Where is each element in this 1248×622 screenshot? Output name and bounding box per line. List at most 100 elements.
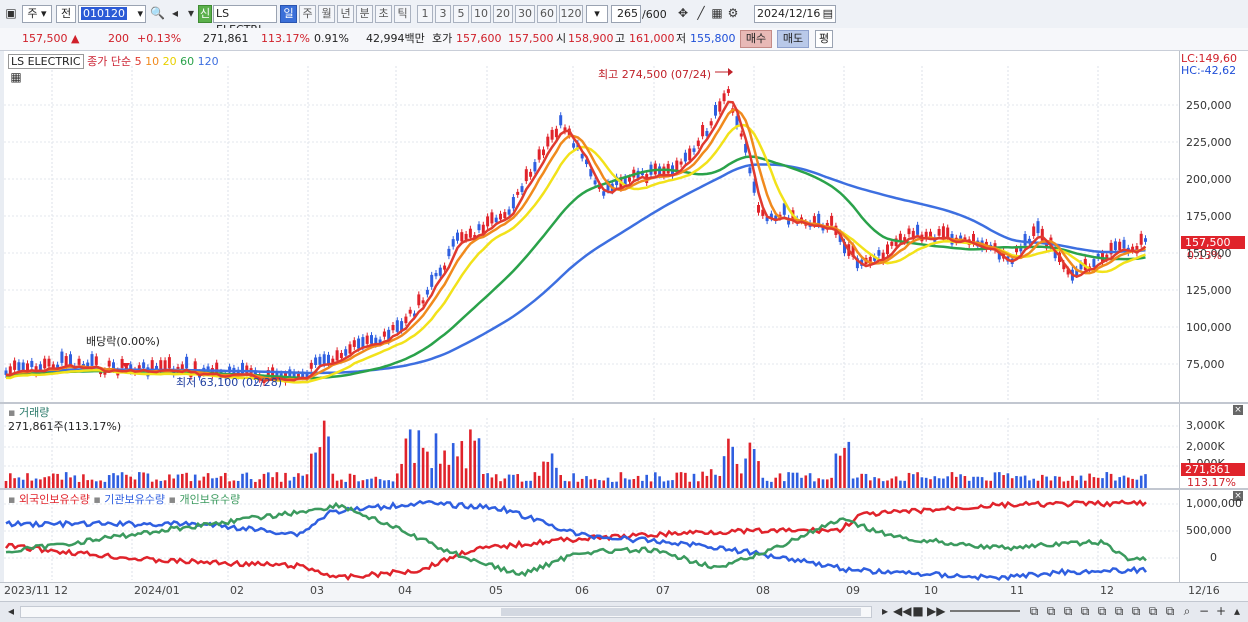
ma20-label: 20 bbox=[162, 55, 177, 68]
chevron-down-icon[interactable]: ▾ bbox=[187, 6, 195, 20]
close-icon[interactable]: × bbox=[1233, 405, 1243, 415]
volume-bar bbox=[800, 477, 803, 488]
volume-bar bbox=[73, 475, 77, 488]
layout-icon[interactable]: ⧉ bbox=[1063, 604, 1073, 618]
volume-bar bbox=[985, 480, 988, 488]
volume-bar bbox=[189, 481, 193, 488]
horizontal-scrollbar[interactable] bbox=[20, 606, 872, 618]
volume-bar bbox=[761, 477, 765, 488]
candle-body bbox=[494, 217, 498, 223]
zoom-in-icon[interactable]: + bbox=[1215, 604, 1227, 618]
volume-bar bbox=[873, 477, 876, 488]
volume-bar bbox=[752, 449, 756, 488]
scroll-left-icon[interactable]: ◂ bbox=[7, 604, 15, 618]
price-volume-divider[interactable] bbox=[0, 402, 1248, 404]
table-icon[interactable]: ▦ bbox=[10, 70, 22, 84]
interval-1-button[interactable]: 1 bbox=[417, 5, 433, 23]
layout-icon[interactable]: ⧉ bbox=[1046, 604, 1056, 618]
period-year-tab[interactable]: 년 bbox=[337, 5, 354, 23]
period-minute-tab[interactable]: 분 bbox=[356, 5, 373, 23]
volume-bar bbox=[611, 481, 614, 488]
volume-bar bbox=[413, 462, 416, 488]
search-icon[interactable]: 🔍 bbox=[150, 6, 165, 20]
x-label: 10 bbox=[924, 584, 938, 597]
volume-bar bbox=[658, 476, 661, 488]
candle-body bbox=[752, 181, 756, 193]
interval-20-button[interactable]: 20 bbox=[493, 5, 513, 23]
line-tool-icon[interactable]: ╱ bbox=[697, 6, 705, 20]
candle-body bbox=[430, 274, 434, 287]
chart-area[interactable] bbox=[4, 51, 1179, 601]
volume-bar bbox=[516, 474, 519, 488]
layout-icon[interactable]: ⧉ bbox=[1080, 604, 1090, 618]
x-label: 2023/11 bbox=[4, 584, 50, 597]
candle-body bbox=[296, 373, 300, 378]
arrow-up-icon[interactable]: ▴ bbox=[1233, 604, 1241, 618]
volume-holding-divider[interactable] bbox=[0, 488, 1248, 490]
layout-icon[interactable]: ⧉ bbox=[1097, 604, 1107, 618]
candle-body bbox=[365, 335, 369, 344]
eval-button[interactable]: 평 bbox=[815, 30, 833, 48]
candle-body bbox=[675, 160, 679, 170]
scrollbar-thumb[interactable] bbox=[501, 608, 861, 616]
candle-body bbox=[142, 362, 146, 369]
count-input[interactable]: 265 bbox=[611, 5, 641, 23]
window-menu-icon[interactable]: ▣ bbox=[5, 6, 17, 20]
volume-bar bbox=[387, 480, 390, 488]
volume-bar bbox=[241, 473, 244, 488]
stop-icon[interactable]: ■ bbox=[912, 604, 924, 618]
candle-body bbox=[159, 360, 163, 373]
panel-marker-icon: ▪ bbox=[8, 406, 16, 419]
candle-body bbox=[890, 241, 894, 246]
period-second-tab[interactable]: 초 bbox=[375, 5, 392, 23]
interval-60-button[interactable]: 60 bbox=[537, 5, 557, 23]
volume-bar bbox=[473, 440, 476, 488]
crosshair-icon[interactable]: ✥ bbox=[677, 6, 689, 20]
sell-button[interactable]: 매도 bbox=[777, 30, 809, 48]
prev-button[interactable]: 전 bbox=[56, 5, 76, 23]
layout-icon[interactable]: ⧉ bbox=[1165, 604, 1175, 618]
period-week-tab[interactable]: 주 bbox=[299, 5, 316, 23]
volume-bar bbox=[1015, 476, 1018, 488]
rewind-icon[interactable]: ◀◀ bbox=[893, 604, 912, 618]
volume-bar bbox=[864, 473, 868, 488]
close-icon[interactable]: × bbox=[1233, 491, 1243, 501]
period-month-tab[interactable]: 월 bbox=[318, 5, 335, 23]
volume-bar bbox=[443, 450, 446, 488]
candle-body bbox=[937, 229, 941, 236]
grid-icon[interactable]: ▦ bbox=[711, 6, 723, 20]
interval-10-button[interactable]: 10 bbox=[471, 5, 491, 23]
period-day-tab[interactable]: 일 bbox=[280, 5, 297, 23]
interval-5-button[interactable]: 5 bbox=[453, 5, 469, 23]
settings-icon[interactable]: ⚙ bbox=[727, 6, 739, 20]
volume-bar bbox=[430, 468, 433, 488]
interval-dropdown[interactable]: ▾ bbox=[586, 5, 608, 23]
bid-label: 호가 bbox=[432, 32, 453, 45]
layout-icon[interactable]: ⧉ bbox=[1131, 604, 1141, 618]
stock-code-input[interactable]: 010120 ▾ bbox=[78, 5, 146, 23]
volume-bar bbox=[705, 475, 709, 488]
market-select[interactable]: 주 ▾ bbox=[22, 5, 52, 23]
volume-bar bbox=[82, 474, 85, 488]
interval-30-button[interactable]: 30 bbox=[515, 5, 535, 23]
period-tick-tab[interactable]: 틱 bbox=[394, 5, 411, 23]
candle-body bbox=[137, 365, 141, 370]
date-input[interactable]: 2024/12/16 ▤ bbox=[754, 5, 836, 23]
layout-icon[interactable]: ⧉ bbox=[1029, 604, 1039, 618]
buy-button[interactable]: 매수 bbox=[740, 30, 772, 48]
volume-bar bbox=[993, 472, 997, 488]
speaker-icon[interactable]: ◂ bbox=[171, 6, 179, 20]
volume-bar bbox=[232, 480, 236, 488]
zoom-icon[interactable]: ⌕ bbox=[1183, 604, 1191, 618]
fast-forward-icon[interactable]: ▶▶ bbox=[927, 604, 946, 618]
scroll-right-icon[interactable]: ▸ bbox=[881, 604, 889, 618]
volume-bar bbox=[215, 477, 218, 488]
interval-3-button[interactable]: 3 bbox=[435, 5, 451, 23]
zoom-slider[interactable] bbox=[950, 610, 1020, 612]
layout-icon[interactable]: ⧉ bbox=[1114, 604, 1124, 618]
candle-body bbox=[400, 321, 404, 331]
layout-icon[interactable]: ⧉ bbox=[1148, 604, 1158, 618]
zoom-out-icon[interactable]: − bbox=[1198, 604, 1210, 618]
candle-body bbox=[107, 360, 111, 367]
interval-120-button[interactable]: 120 bbox=[559, 5, 583, 23]
